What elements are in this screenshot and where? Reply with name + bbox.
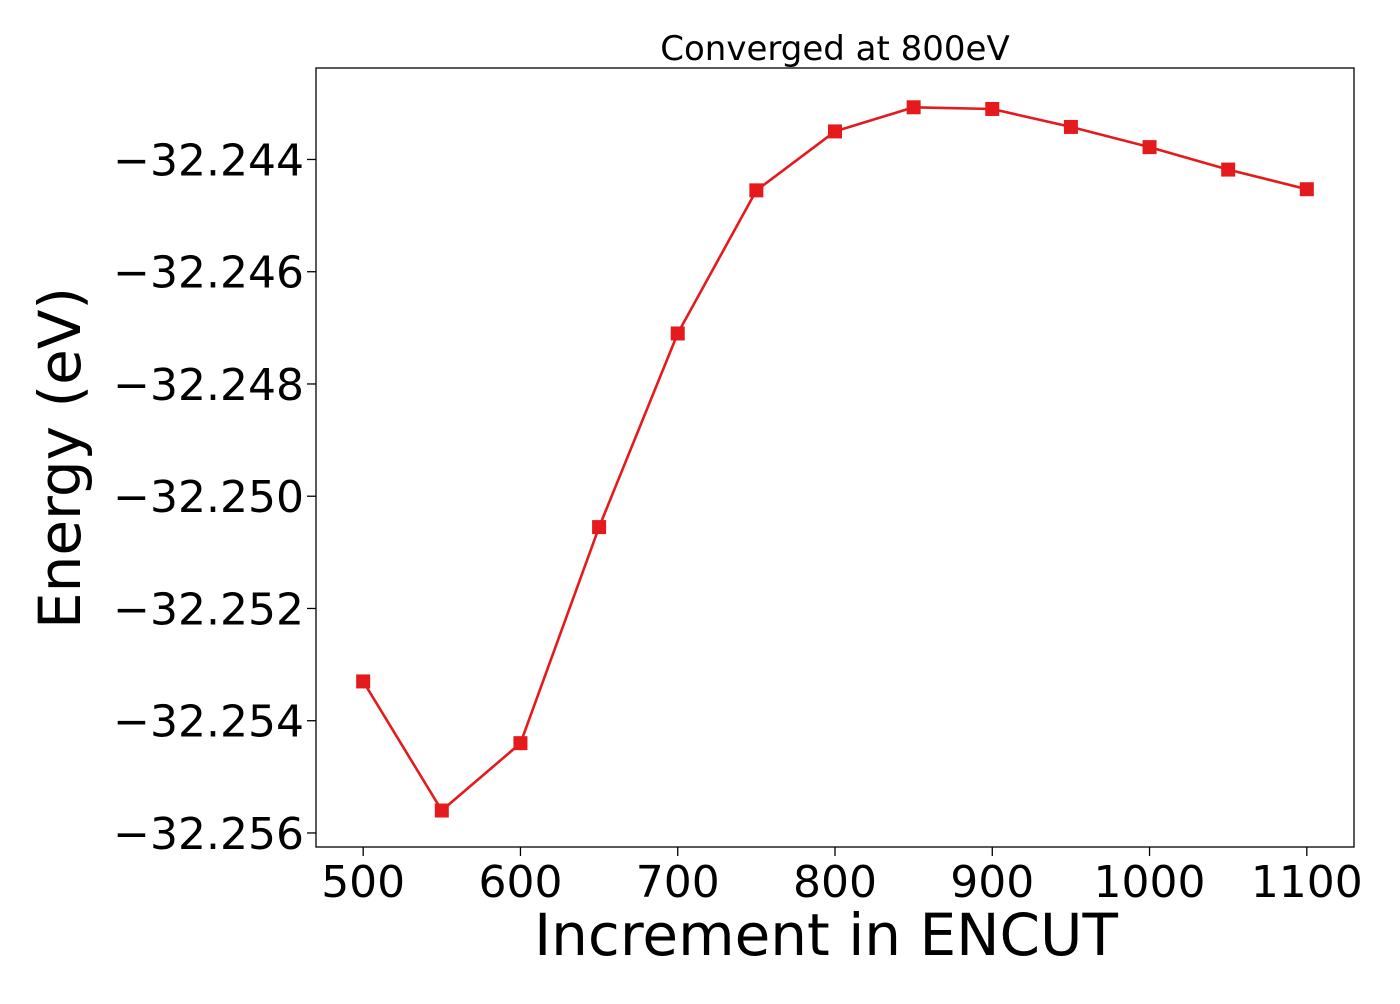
- plot-frame: [315, 67, 1355, 848]
- y-tick-label: −32.256: [113, 809, 304, 860]
- x-tick-label: 1000: [1094, 857, 1206, 908]
- y-axis-label: Energy (eV): [26, 287, 94, 629]
- x-tick-label: 600: [478, 857, 562, 908]
- data-point-marker: [513, 736, 528, 751]
- data-point-marker: [828, 124, 842, 139]
- chart-title: Converged at 800eV: [660, 29, 1009, 69]
- data-point-marker: [592, 520, 607, 535]
- data-point-marker: [1221, 162, 1236, 177]
- y-tick-label: −32.252: [113, 584, 304, 635]
- data-point-marker: [356, 674, 371, 689]
- x-tick-label: 900: [950, 857, 1034, 908]
- y-tick-label: −32.250: [113, 472, 304, 523]
- x-tick-label: 1100: [1251, 857, 1363, 908]
- x-tick-label: 500: [321, 857, 405, 908]
- y-tick-label: −32.246: [113, 248, 304, 299]
- series-line: [362, 106, 1308, 812]
- x-axis-ticks: 500 600 700 800 900 1000 1100: [321, 847, 1363, 908]
- series-layer: [356, 100, 1314, 818]
- y-axis-ticks: −32.244 −32.246 −32.248 −32.250 −32.252 −32.2…: [113, 135, 316, 860]
- data-point-marker: [906, 100, 921, 115]
- x-axis-label: Increment in ENCUT: [534, 901, 1118, 969]
- data-point-marker: [1299, 182, 1314, 197]
- data-point-marker: [985, 101, 1000, 116]
- data-point-marker: [749, 183, 764, 198]
- data-point-marker: [1142, 140, 1157, 155]
- data-point-marker: [434, 803, 449, 818]
- x-tick-label: 800: [793, 857, 877, 908]
- y-tick-label: −32.248: [113, 360, 304, 411]
- x-tick-label: 700: [636, 857, 720, 908]
- y-tick-label: −32.254: [113, 697, 304, 748]
- y-tick-label: −32.244: [113, 135, 304, 186]
- data-point-marker: [670, 326, 685, 341]
- data-point-marker: [1063, 119, 1078, 134]
